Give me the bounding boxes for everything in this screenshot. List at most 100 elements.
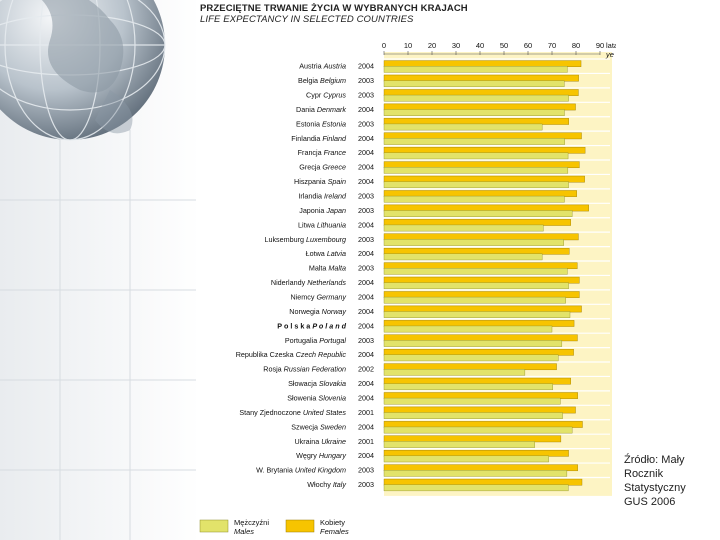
- bar-females: [383, 219, 571, 226]
- x-tick-label: 20: [428, 41, 436, 50]
- country-label-pl: Belgia: [298, 76, 320, 85]
- country-label-en: Lithuania: [317, 220, 346, 229]
- source-line-1: Źródło: Mały: [624, 454, 685, 466]
- country-label-pl: Węgry: [296, 451, 319, 460]
- country-label-en: Finland: [322, 134, 347, 143]
- bar-males: [383, 340, 563, 347]
- year-label: 2004: [358, 249, 374, 258]
- bar-males: [383, 167, 569, 174]
- source-note: Źródło: Mały Rocznik Statystyczny GUS 20…: [624, 453, 714, 509]
- country-label: Łotwa Latvia: [306, 249, 346, 258]
- bar-females: [383, 305, 582, 313]
- country-label-pl: Luksemburg: [264, 235, 306, 244]
- bar-males: [383, 383, 553, 391]
- globe-continent-small: [95, 90, 133, 134]
- country-label-en: Japan: [325, 206, 346, 215]
- country-label: Grecja Greece: [299, 163, 346, 172]
- country-label: Portugalia Portugal: [285, 336, 347, 345]
- year-label: 2003: [358, 264, 374, 273]
- bar-females: [383, 74, 579, 82]
- bar-males: [383, 123, 543, 131]
- bar-females: [383, 146, 586, 154]
- year-label: 2004: [358, 393, 374, 402]
- globe-decoration: [0, 0, 200, 540]
- bar-females: [383, 450, 569, 457]
- country-label-pl: Cypr: [306, 90, 323, 99]
- country-label: Szwecja Sweden: [291, 422, 346, 431]
- country-label: Słowenia Slovenia: [287, 393, 346, 402]
- country-label-pl: Słowenia: [287, 393, 318, 402]
- country-label-pl: Łotwa: [306, 249, 327, 258]
- year-label: 2004: [358, 451, 374, 460]
- bar-females: [383, 478, 583, 486]
- country-label-pl: Republika Czeska: [236, 350, 296, 359]
- bar-males: [383, 210, 573, 217]
- country-label-pl: Estonia: [296, 119, 322, 128]
- x-unit-label-en: ye: [605, 50, 614, 59]
- country-label-pl: Dania: [296, 105, 317, 114]
- legend-swatch-males: [199, 519, 229, 533]
- bar-females: [383, 464, 578, 472]
- country-label-en: Malta: [328, 264, 346, 273]
- x-tick-label: 80: [572, 41, 580, 50]
- bar-males: [383, 412, 563, 419]
- country-label-en: Hungary: [319, 451, 347, 460]
- country-label: Estonia Estonia: [296, 119, 346, 128]
- country-label-pl: Słowacja: [288, 379, 319, 388]
- x-unit-label: lata: [606, 41, 616, 50]
- bar-males: [383, 65, 568, 73]
- bar-males: [383, 138, 565, 145]
- country-label-en: Slovenia: [318, 393, 346, 402]
- bar-males: [383, 253, 543, 261]
- legend-swatch-females: [285, 519, 315, 533]
- bar-males: [383, 484, 569, 492]
- bar-females: [383, 175, 585, 183]
- bar-males: [383, 311, 571, 318]
- bar-females: [383, 276, 580, 284]
- bar-males: [383, 239, 564, 246]
- x-tick-label: 0: [382, 41, 386, 50]
- year-label: 2004: [358, 307, 374, 316]
- year-label: 2004: [358, 278, 374, 287]
- country-label-pl: Norwegia: [289, 307, 321, 316]
- bar-males: [383, 282, 569, 290]
- bar-males: [383, 397, 561, 405]
- source-line-2: Rocznik: [624, 468, 664, 480]
- bar-females: [383, 291, 580, 298]
- country-label-pl: Stany Zjednoczone: [239, 408, 303, 417]
- country-label: Dania Denmark: [296, 105, 346, 114]
- bar-females: [383, 247, 570, 255]
- country-label-pl: Irlandia: [298, 191, 324, 200]
- bar-males: [383, 268, 568, 275]
- country-label: Austria Austria: [299, 62, 346, 71]
- bar-males: [383, 152, 569, 160]
- country-label-en: P o l a n d: [312, 321, 346, 330]
- x-tick-label: 10: [404, 41, 412, 50]
- country-label-en: Slovakia: [319, 379, 346, 388]
- year-label: 2003: [358, 235, 374, 244]
- country-label-pl: Niderlandy: [271, 278, 307, 287]
- country-label-en: Belgium: [320, 76, 346, 85]
- country-label-pl: Szwecja: [291, 422, 320, 431]
- country-label-pl: Hiszpania: [294, 177, 328, 186]
- year-label: 2003: [358, 480, 374, 489]
- country-label-en: Italy: [333, 480, 347, 489]
- country-label: Słowacja Slovakia: [288, 379, 346, 388]
- bar-males: [383, 369, 526, 376]
- bar-females: [383, 89, 579, 96]
- bar-females: [383, 363, 557, 371]
- bar-males: [383, 325, 553, 333]
- year-label: 2003: [358, 206, 374, 215]
- country-label: Rosja Russian Federation: [263, 365, 346, 374]
- bar-females: [383, 435, 562, 443]
- country-label-en: Latvia: [327, 249, 346, 258]
- country-label: Niemcy Germany: [290, 292, 346, 301]
- x-tick-label: 30: [452, 41, 460, 50]
- bar-males: [383, 470, 568, 477]
- country-label: Irlandia Ireland: [298, 191, 347, 200]
- country-label: W. Brytania United Kingdom: [256, 466, 346, 475]
- country-label: Francja France: [298, 148, 346, 157]
- bar-males: [383, 181, 569, 189]
- country-label-pl: Finlandia: [291, 134, 322, 143]
- country-label-pl: P o l s k a: [277, 321, 312, 330]
